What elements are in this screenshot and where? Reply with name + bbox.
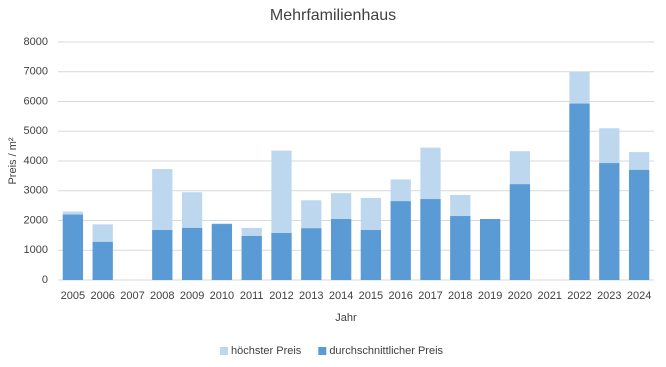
bar (211, 224, 233, 280)
bar (390, 201, 411, 280)
bar (330, 219, 352, 280)
y-tick-label: 2000 (24, 214, 48, 226)
x-tick-label: 2019 (478, 290, 502, 302)
x-tick-label: 2017 (418, 290, 442, 302)
y-tick-label: 4000 (24, 155, 48, 167)
y-tick-label: 1000 (24, 244, 48, 256)
x-tick-label: 2022 (567, 290, 591, 302)
bar (509, 184, 531, 280)
bar (92, 241, 113, 280)
x-tick-label: 2023 (597, 290, 621, 302)
x-tick-label: 2005 (61, 290, 85, 302)
bar (152, 230, 173, 280)
bar (301, 228, 322, 280)
bar (360, 230, 382, 280)
bar (241, 235, 262, 280)
legend-swatch (318, 347, 327, 355)
x-tick-label: 2014 (329, 290, 353, 302)
y-tick-label: 8000 (24, 36, 48, 48)
y-tick-label: 6000 (24, 95, 48, 107)
x-tick-label: 2016 (388, 290, 412, 302)
x-tick-label: 2015 (359, 290, 383, 302)
bar (181, 227, 203, 280)
x-tick-label: 2010 (210, 290, 234, 302)
bar (271, 232, 292, 280)
x-tick-label: 2018 (448, 290, 472, 302)
y-tick-label: 7000 (24, 66, 48, 78)
legend-label: durchschnittlicher Preis (329, 345, 443, 357)
x-tick-label: 2013 (299, 290, 323, 302)
x-tick-label: 2024 (627, 290, 651, 302)
y-axis-label: Preis / m² (7, 137, 19, 184)
x-tick-label: 2021 (537, 290, 561, 302)
chart-title: Mehrfamilienhaus (270, 7, 396, 24)
y-tick-label: 0 (42, 274, 48, 286)
bar (450, 216, 471, 280)
bar (569, 103, 590, 281)
y-tick-label: 5000 (24, 125, 48, 137)
x-tick-label: 2007 (120, 290, 144, 302)
legend-label: höchster Preis (231, 345, 302, 357)
bar (628, 169, 650, 280)
bar (479, 219, 501, 280)
x-tick-label: 2009 (180, 290, 204, 302)
x-tick-label: 2012 (269, 290, 293, 302)
x-tick-label: 2020 (508, 290, 532, 302)
y-tick-label: 3000 (24, 185, 48, 197)
legend-swatch (220, 347, 228, 355)
x-axis-label: Jahr (335, 312, 357, 324)
x-tick-label: 2008 (150, 290, 174, 302)
bar (599, 163, 620, 280)
bar (420, 199, 441, 280)
x-tick-label: 2006 (90, 290, 114, 302)
x-tick-label: 2011 (240, 290, 264, 302)
bar (62, 214, 84, 280)
